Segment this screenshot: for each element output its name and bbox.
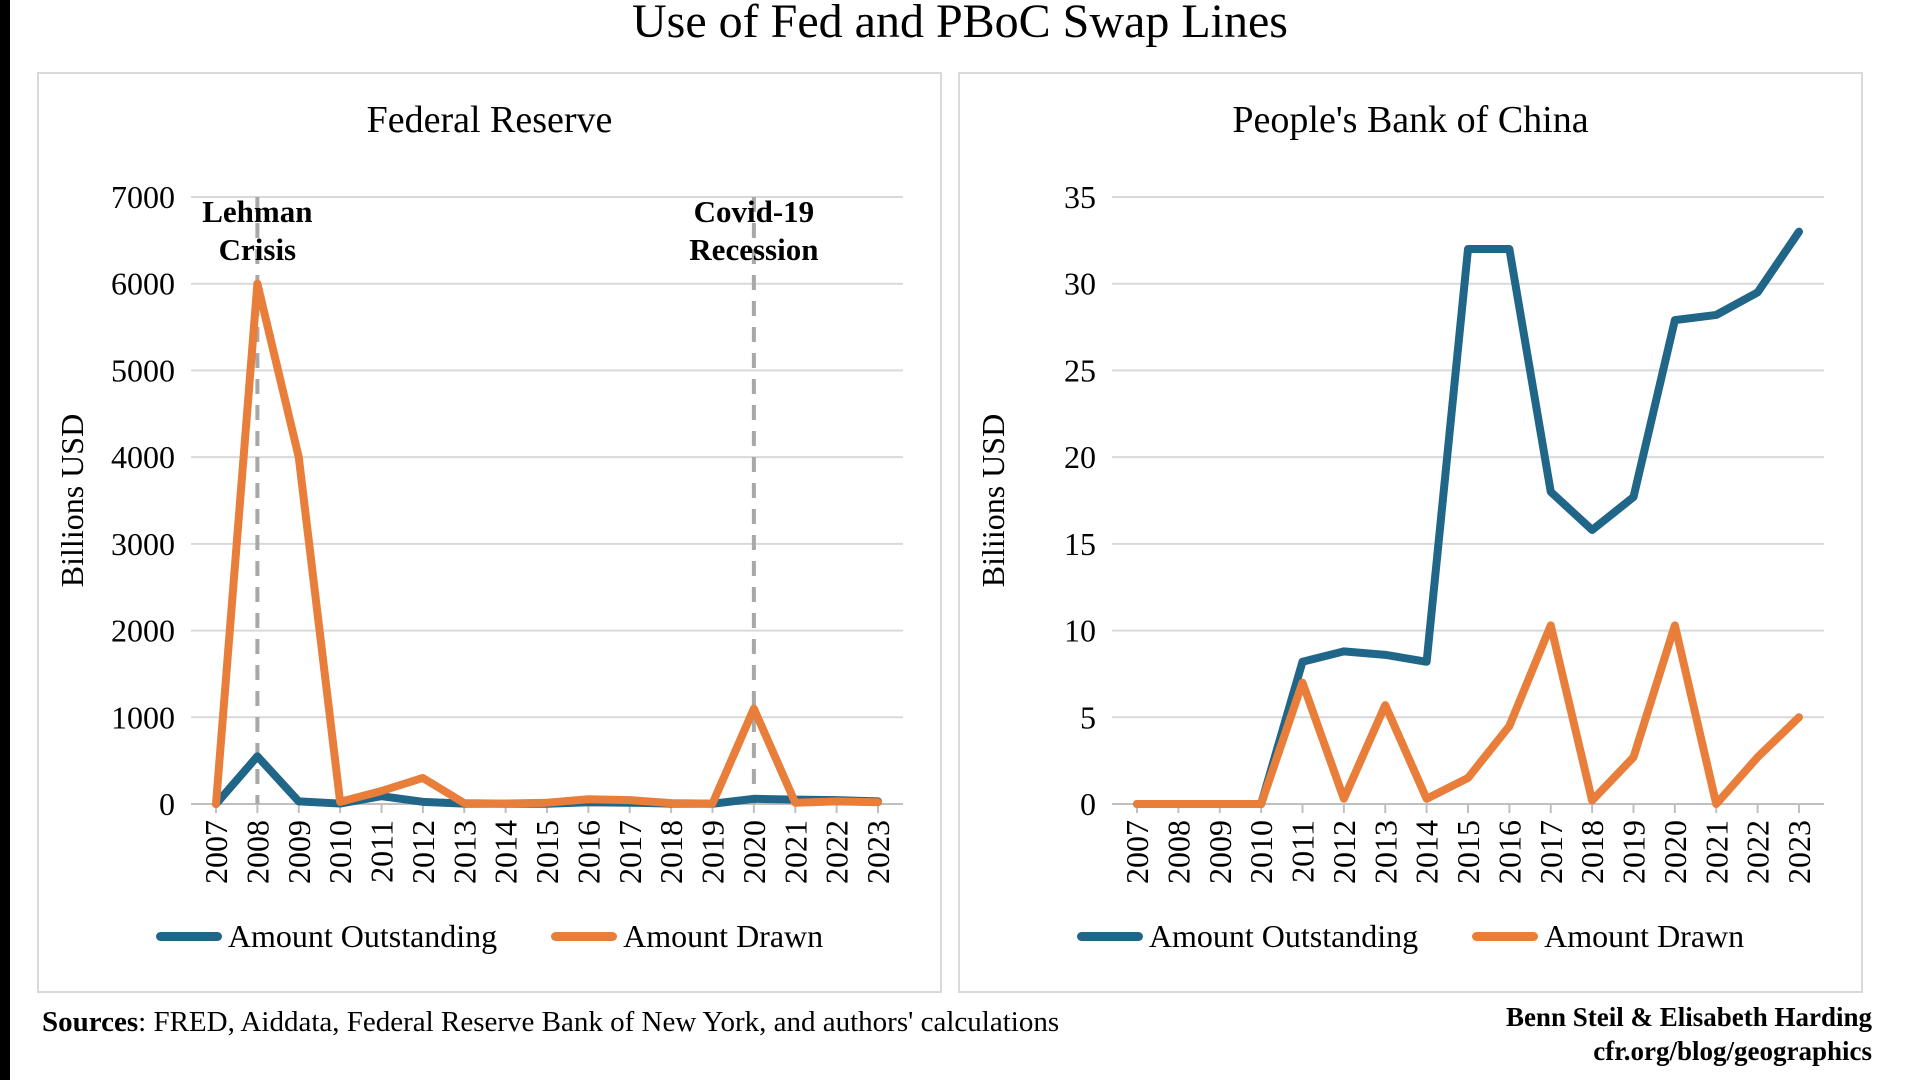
y-tick-label: 1000 [111, 699, 175, 735]
x-tick-label: 2016 [570, 820, 606, 884]
x-tick-label: 2007 [1119, 820, 1155, 884]
author-credits: Benn Steil & Elisabeth Harding cfr.org/b… [1506, 1000, 1872, 1068]
x-tick-label: 2009 [281, 820, 317, 884]
legend-label-drawn: Amount Drawn [1544, 918, 1745, 954]
legend-item-drawn: Amount Drawn [551, 918, 823, 955]
y-tick-label: 2000 [111, 613, 175, 649]
event-annotation: Recession [689, 232, 818, 267]
y-tick-label: 35 [1064, 179, 1096, 215]
x-tick-label: 2008 [1160, 820, 1196, 884]
x-tick-label: 2019 [695, 820, 731, 884]
outstanding-line-swatch [1076, 932, 1143, 941]
x-tick-label: 2007 [198, 820, 234, 884]
x-tick-label: 2011 [1285, 820, 1321, 883]
x-tick-label: 2012 [405, 820, 441, 884]
x-tick-label: 2023 [1781, 820, 1817, 884]
x-tick-label: 2011 [364, 820, 400, 883]
x-tick-label: 2008 [239, 820, 275, 884]
pboc-panel: People's Bank of China 0 5 10 15 20 25 30 35 200… [958, 72, 1863, 993]
x-tick-label: 2013 [446, 820, 482, 884]
x-tick-label: 2023 [860, 820, 896, 884]
y-tick-label: 20 [1064, 439, 1096, 475]
legend-label-outstanding: Amount Outstanding [1148, 918, 1419, 954]
x-tick-label: 2009 [1202, 820, 1238, 884]
legend-label-drawn: Amount Drawn [623, 918, 824, 954]
x-tick-label: 2018 [1574, 820, 1610, 884]
x-tick-label: 2012 [1326, 820, 1362, 884]
event-annotation: Crisis [219, 232, 297, 267]
y-tick-label: 5 [1080, 699, 1096, 735]
x-tick-label: 2016 [1491, 820, 1527, 884]
x-tick-label: 2022 [819, 820, 855, 884]
x-tick-label: 2018 [653, 820, 689, 884]
legend-label-outstanding: Amount Outstanding [227, 918, 498, 954]
x-tick-label: 2015 [529, 820, 565, 884]
x-tick-label: 2014 [1409, 820, 1445, 884]
credit-authors: Benn Steil & Elisabeth Harding [1505, 1002, 1872, 1032]
y-tick-label: 6000 [111, 266, 175, 302]
sources-label: Sources [42, 1006, 139, 1038]
sources-note: Sources: FRED, Aiddata, Federal Reserve … [42, 1006, 1059, 1039]
pboc-chart-title: People's Bank of China [1232, 99, 1589, 141]
outstanding-line-swatch [155, 932, 222, 941]
y-tick-label: 4000 [111, 439, 175, 475]
y-tick-label: 15 [1064, 526, 1096, 562]
x-tick-label: 2022 [1740, 820, 1776, 884]
legend-item-outstanding: Amount Outstanding [155, 918, 498, 955]
x-tick-label: 2020 [736, 820, 772, 884]
event-annotation: Lehman [202, 194, 312, 229]
screenshot-left-black-strip [0, 0, 10, 1080]
sources-text: : FRED, Aiddata, Federal Reserve Bank of… [138, 1006, 1060, 1038]
legend-item-outstanding: Amount Outstanding [1076, 918, 1419, 955]
legend-item-drawn: Amount Drawn [1472, 918, 1744, 955]
x-tick-label: 2021 [1698, 820, 1734, 884]
y-tick-label: 25 [1064, 352, 1096, 388]
y-tick-label: 7000 [111, 179, 175, 215]
y-tick-label: 10 [1064, 613, 1096, 649]
x-tick-label: 2014 [488, 820, 524, 884]
credit-url: cfr.org/blog/geographics [1593, 1036, 1872, 1066]
x-tick-label: 2021 [777, 820, 813, 884]
fed-legend: Amount Outstanding Amount Drawn [155, 918, 823, 955]
x-tick-label: 2020 [1657, 820, 1693, 884]
y-tick-label: 0 [1080, 786, 1096, 822]
pboc-drawn-line [1133, 621, 1803, 808]
y-tick-label: 3000 [111, 526, 175, 562]
y-tick-label: 0 [159, 786, 175, 822]
x-tick-label: 2019 [1616, 820, 1652, 884]
fed-drawn-line [212, 279, 882, 808]
fed-chart-title: Federal Reserve [366, 99, 613, 141]
drawn-line-swatch [551, 932, 618, 941]
page-title: Use of Fed and PBoC Swap Lines [632, 0, 1288, 48]
y-axis-label: Biliions USD [975, 414, 1011, 587]
x-tick-label: 2010 [322, 820, 358, 884]
x-tick-label: 2017 [1533, 820, 1569, 884]
drawn-line-swatch [1472, 932, 1539, 941]
x-tick-label: 2013 [1367, 820, 1403, 884]
chart-panels: Federal Reserve 0 1000 2000 3000 4000 5000 600… [37, 72, 1863, 993]
pboc-legend: Amount Outstanding Amount Drawn [1076, 918, 1744, 955]
y-tick-label: 5000 [111, 352, 175, 388]
y-tick-label: 30 [1064, 266, 1096, 302]
x-tick-label: 2015 [1450, 820, 1486, 884]
x-tick-label: 2017 [612, 820, 648, 884]
event-annotation: Covid-19 [694, 194, 815, 229]
fed-chart-svg: 0 1000 2000 3000 4000 5000 6000 7000 2007 2008 200… [54, 179, 903, 884]
y-axis-label: Billions USD [54, 414, 90, 587]
x-tick-label: 2010 [1243, 820, 1279, 884]
fed-panel: Federal Reserve 0 1000 2000 3000 4000 5000 600… [37, 72, 942, 993]
